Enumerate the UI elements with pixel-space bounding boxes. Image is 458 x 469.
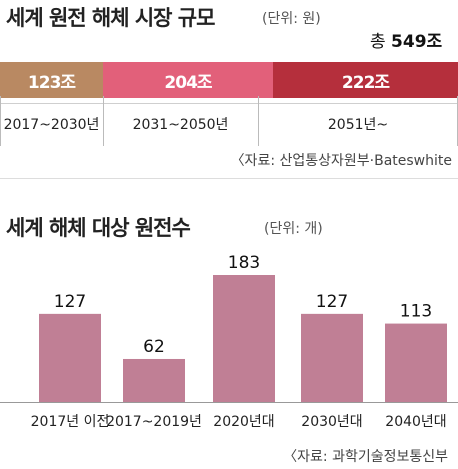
period-divider [258,96,259,146]
segment-value: 204조 [164,72,212,93]
bar [385,323,447,402]
bar-value-label: 113 [400,302,432,322]
total-prefix: 총 [370,32,386,52]
x-tick-label: 2017년 이전 [31,414,110,430]
timeline-axis [0,103,458,104]
period-label: 2017~2030년 [3,117,100,133]
reactor-count-bar-chart: 127 2017년 이전 62 2017~2019년 183 2020년대 127 2030년… [0,253,458,430]
chart2-source: 〈자료: 과학기술정보통신부 [283,449,448,465]
segment-value: 222조 [341,72,390,93]
period-divider [103,96,104,146]
segment-2051: 222조 [273,62,458,98]
bar [301,313,363,402]
section-divider [0,178,458,179]
x-tick-label: 2030년대 [301,414,362,430]
chart1-unit: (단위: 원) [262,11,321,27]
segment-2031-2050: 204조 [103,62,273,98]
x-tick-label: 2017~2019년 [106,414,202,430]
period-label: 2031~2050년 [132,117,229,133]
x-tick-label: 2040년대 [385,414,446,430]
bar [39,313,101,402]
bar-value-label: 183 [228,253,260,273]
chart1-source: 〈자료: 산업통상자원부·Bateswhite [230,153,452,169]
chart2-title: 세계 해체 대상 원전수 [6,216,191,240]
total-value: 549조 [391,32,443,52]
chart2-unit: (단위: 개) [264,221,323,237]
chart1-title: 세계 원전 해체 시장 규모 [6,6,215,30]
bar [213,275,275,402]
bar-value-label: 127 [316,292,348,312]
bar-value-label: 62 [143,337,165,357]
bar [123,358,185,402]
period-divider [0,96,1,146]
period-label: 2051년~ [327,117,389,133]
x-tick-label: 2020년대 [213,414,274,430]
segment-value: 123조 [27,72,76,93]
bar-value-label: 127 [54,292,86,312]
total-label: 총 549조 [370,27,442,52]
segment-2017-2030: 123조 [0,62,103,98]
